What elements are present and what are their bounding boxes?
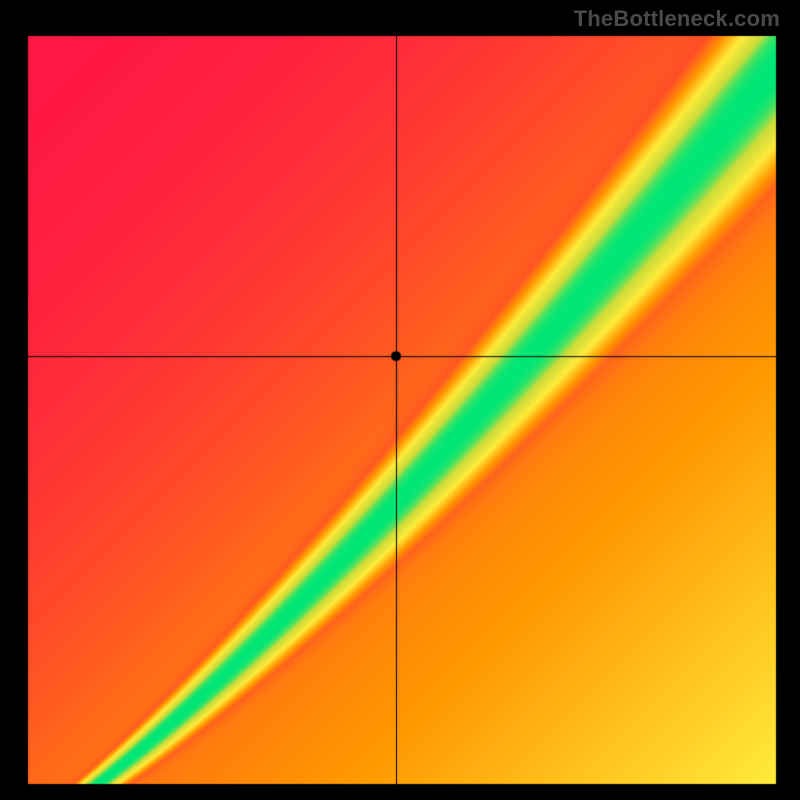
watermark-text: TheBottleneck.com bbox=[574, 6, 780, 32]
bottleneck-heatmap bbox=[0, 0, 800, 800]
chart-container: TheBottleneck.com bbox=[0, 0, 800, 800]
